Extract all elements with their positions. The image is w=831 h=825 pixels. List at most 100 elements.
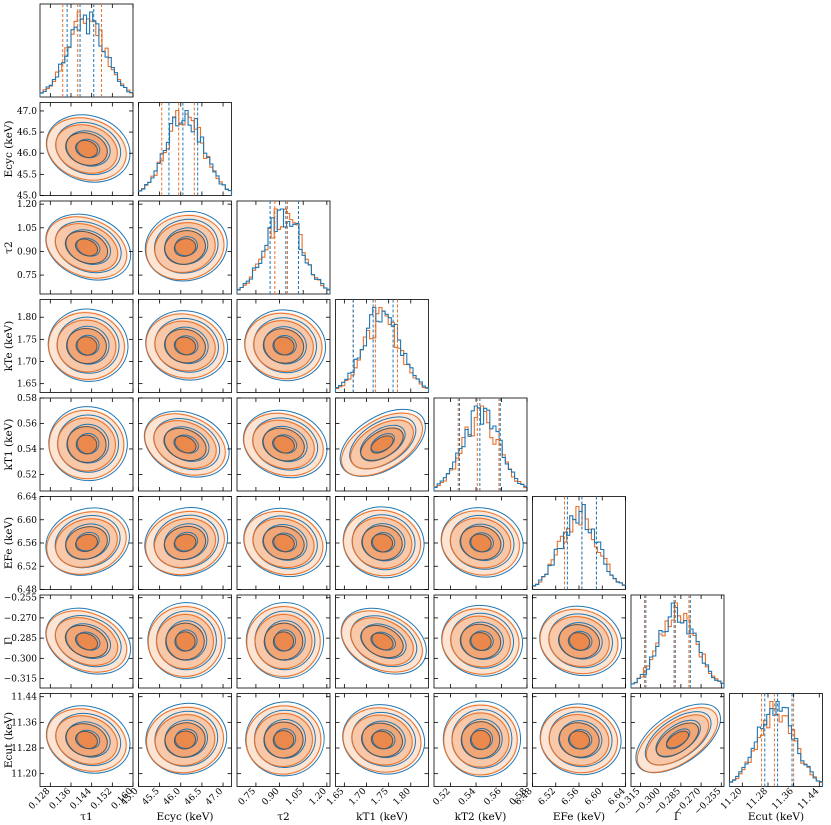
contour-blue [45, 607, 132, 675]
contour-orange [351, 517, 413, 569]
histogram-blue [531, 503, 627, 590]
contour-blue [243, 507, 328, 578]
contour-orange [173, 435, 197, 454]
histogram-blue [39, 11, 134, 97]
x-axis-label: kT2 (keV) [455, 811, 507, 823]
contour-blue [441, 604, 524, 677]
panel-frame [335, 594, 429, 689]
density-fill [272, 730, 295, 750]
contour-orange [163, 427, 207, 462]
panel-5-6 [532, 594, 626, 689]
contour-orange [469, 632, 492, 651]
contour-orange [272, 435, 295, 454]
panel-0-2 [39, 200, 134, 295]
panel-2-6 [236, 594, 331, 689]
x-tick-label: 1.80 [392, 786, 413, 807]
contour-blue [145, 702, 228, 775]
y-tick-label: −0.300 [4, 654, 38, 664]
x-axis-label: Γ [674, 811, 681, 823]
contour-orange [636, 707, 719, 773]
contour-orange [164, 328, 206, 364]
contour-orange [154, 320, 216, 372]
panel-frame [39, 693, 134, 787]
panel-0-3 [39, 299, 134, 393]
panel-frame [138, 693, 232, 787]
density-fill [173, 238, 197, 257]
contour-blue [45, 507, 130, 576]
y-tick-label: 11.28 [11, 744, 37, 754]
panel-frame [39, 200, 134, 295]
contour-orange [145, 510, 225, 576]
x-tick-label: 1.05 [284, 786, 305, 807]
contour-blue [244, 309, 327, 382]
contour-orange [459, 623, 502, 660]
contour-orange [173, 730, 197, 750]
contour-orange [272, 631, 295, 652]
contour-blue [144, 211, 228, 282]
density-fill [75, 534, 98, 552]
contour-blue [145, 310, 229, 381]
y-tick-label: −0.270 [4, 614, 38, 624]
panel-1-4 [138, 397, 232, 492]
contour-orange [262, 427, 305, 462]
contour-orange [343, 509, 421, 577]
x-tick-label: 0.56 [482, 786, 503, 807]
y-tick-label: −0.285 [4, 634, 38, 644]
panel-frame [138, 299, 232, 393]
contour-orange [146, 706, 224, 774]
x-tick-label: 1.70 [347, 786, 368, 807]
panel-frame [630, 693, 725, 787]
x-tick-label: 1.20 [308, 786, 329, 807]
x-axis-label: τ2 [277, 811, 290, 823]
density-fill [272, 533, 295, 553]
y-tick-label: 11.44 [11, 693, 37, 703]
contour-orange [165, 622, 205, 661]
contour-orange [245, 705, 322, 775]
contour-orange [65, 526, 108, 560]
x-tick-label: 1.75 [370, 786, 391, 807]
x-tick-label: 46.5 [183, 786, 204, 807]
panel-frame [729, 693, 823, 787]
contour-orange [45, 610, 128, 673]
histogram-orange [137, 109, 233, 196]
contour-orange [65, 132, 108, 166]
x-tick-label: 6.60 [583, 786, 604, 807]
y-axis-label: Γ [3, 638, 15, 645]
panel-frame [335, 397, 429, 492]
contour-orange [46, 708, 127, 772]
y-axis-label: kTe (keV) [3, 321, 15, 371]
x-tick-label: 45.0 [119, 786, 140, 807]
contour-orange [173, 533, 197, 553]
panel-2-5 [236, 496, 331, 590]
y-tick-label: 11.20 [11, 770, 37, 780]
contour-orange [74, 632, 99, 651]
x-tick-label: 46.0 [162, 786, 183, 807]
x-tick-label: 0.54 [457, 786, 478, 807]
y-tick-label: −0.255 [4, 594, 38, 604]
contour-blue [539, 605, 623, 677]
x-axis-label: Ecut (keV) [748, 811, 804, 823]
density-fill [173, 533, 197, 553]
y-tick-label: 1.80 [17, 313, 37, 323]
panel-frame [236, 299, 331, 393]
panel-2-2 [236, 200, 331, 295]
contour-orange [253, 320, 314, 372]
y-tick-label: 1.20 [17, 200, 37, 210]
panel-frame [138, 594, 232, 689]
y-tick-label: 11.36 [11, 718, 37, 728]
contour-orange [46, 511, 127, 575]
panel-frame [39, 397, 134, 492]
contour-orange [174, 631, 196, 652]
panel-1-6 [138, 594, 232, 689]
y-tick-label: −0.315 [4, 675, 38, 685]
contour-orange [75, 139, 98, 159]
y-tick-label: 45.0 [17, 192, 37, 202]
panel-frame [236, 200, 331, 295]
density-fill [174, 631, 196, 652]
panel-2-4 [236, 397, 331, 492]
contour-blue [342, 704, 426, 775]
density-fill [75, 336, 98, 356]
contour-orange [567, 632, 591, 651]
histogram-blue [433, 405, 528, 491]
contour-orange [74, 238, 99, 257]
